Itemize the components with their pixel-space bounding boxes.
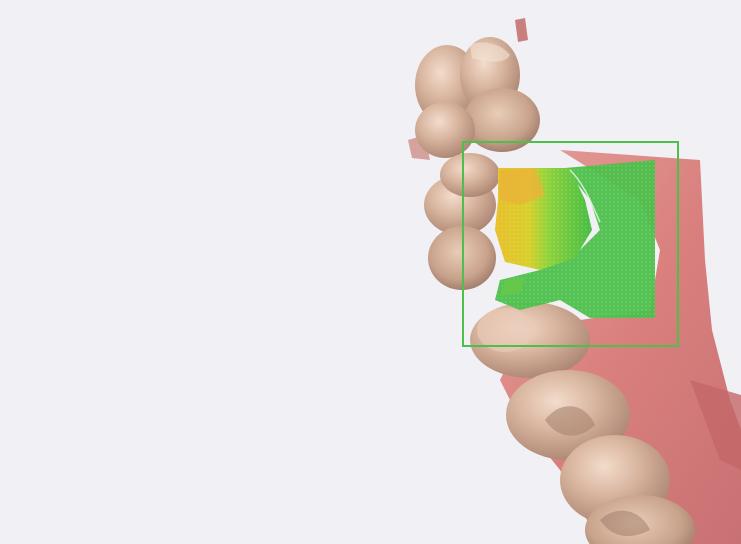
scan-region-box[interactable] (462, 141, 679, 347)
teeth (415, 37, 695, 544)
scan-heatmap (495, 160, 655, 318)
